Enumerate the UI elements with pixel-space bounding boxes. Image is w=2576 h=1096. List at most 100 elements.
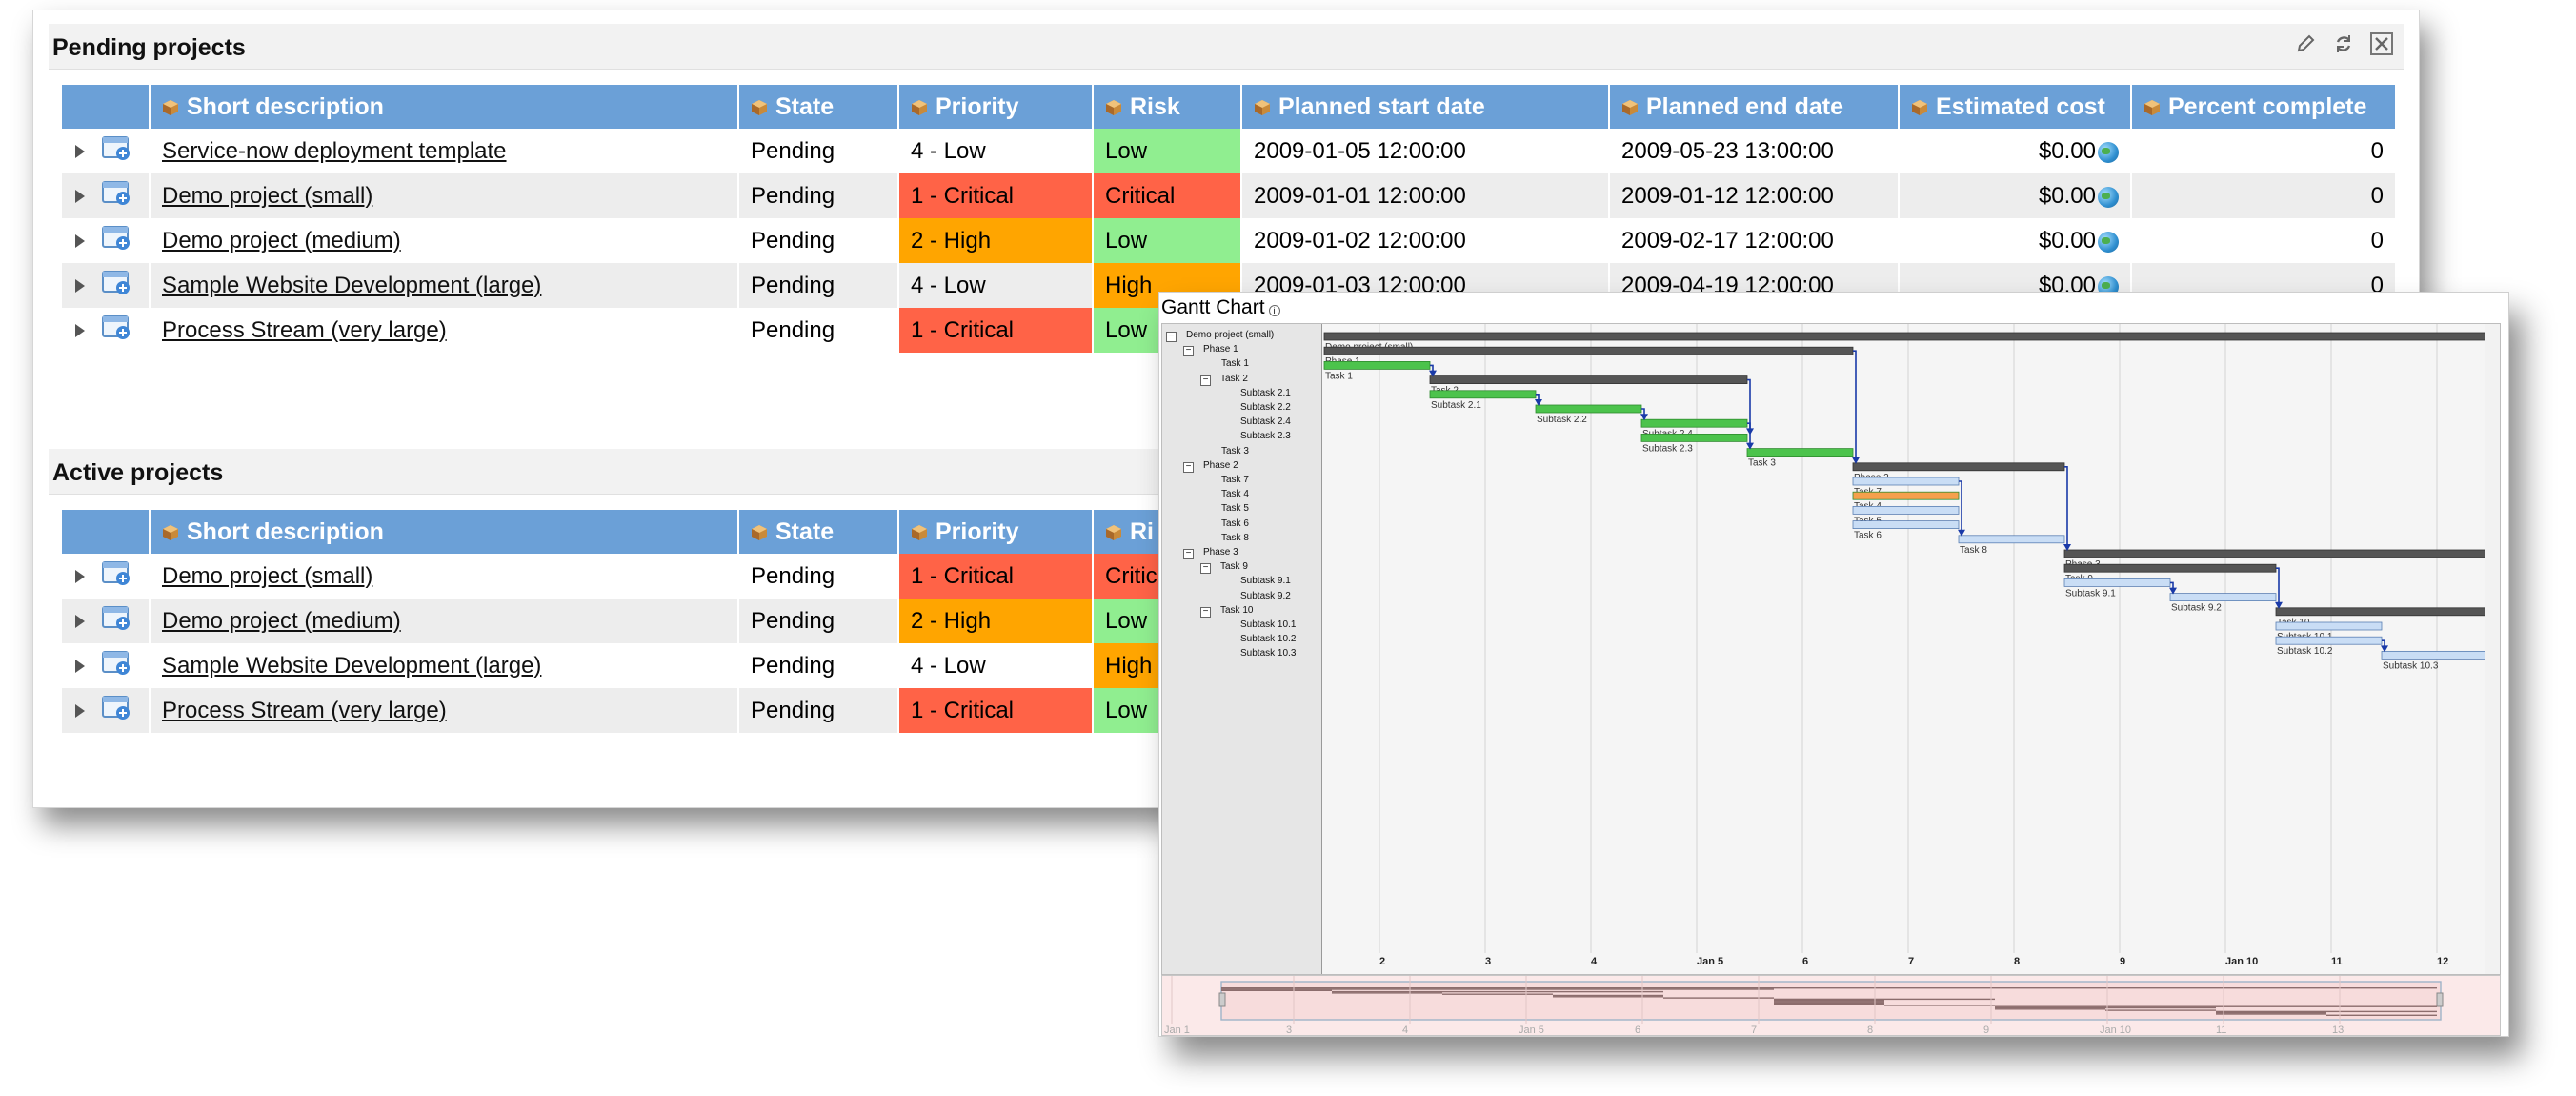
expand-arrow-icon[interactable] <box>75 278 85 293</box>
record-preview-icon[interactable] <box>102 224 132 257</box>
tree-row[interactable]: − Phase 2 <box>1162 458 1238 474</box>
expand-arrow-icon[interactable] <box>75 189 85 203</box>
gantt-bar-label: Subtask 2.3 <box>1642 443 1693 454</box>
tree-row[interactable]: − Phase 3 <box>1162 545 1238 560</box>
short-description-link[interactable]: Service-now deployment template <box>150 129 739 173</box>
record-preview-icon[interactable] <box>102 559 132 593</box>
tree-row[interactable]: − Task 10 <box>1162 603 1253 619</box>
tree-row[interactable]: Subtask 2.4 <box>1162 415 1291 430</box>
globe-icon[interactable] <box>2098 231 2119 253</box>
tree-row[interactable]: Subtask 10.1 <box>1162 618 1296 633</box>
column-header-short-description[interactable]: Short description <box>150 85 739 129</box>
short-description-link-text[interactable]: Sample Website Development (large) <box>162 652 542 679</box>
table-row[interactable]: Demo project (small) Pending 1 - Critical C… <box>62 173 2397 218</box>
expand-arrow-icon[interactable] <box>75 614 85 628</box>
tree-row[interactable]: Task 7 <box>1162 473 1249 488</box>
tree-row[interactable]: − Task 9 <box>1162 559 1248 575</box>
record-preview-icon[interactable] <box>102 649 132 682</box>
tree-row[interactable]: Subtask 2.3 <box>1162 429 1291 444</box>
estimated-cost-cell-text: $0.00 <box>2038 137 2096 164</box>
short-description-link[interactable]: Demo project (medium) <box>150 599 739 643</box>
record-preview-icon[interactable] <box>102 604 132 638</box>
table-row[interactable]: Process Stream (very large) Pending 1 - Cr… <box>62 688 1242 733</box>
planned-end-cell: 2009-02-17 12:00:00 <box>1609 218 1900 263</box>
collapse-toggle-icon[interactable]: − <box>1183 346 1194 357</box>
record-preview-icon[interactable] <box>102 269 132 302</box>
column-header-estimated-cost[interactable]: Estimated cost <box>1899 85 2132 129</box>
tree-row[interactable]: Task 1 <box>1162 356 1249 372</box>
column-header-risk[interactable]: Risk <box>1093 85 1242 129</box>
short-description-link-text[interactable]: Demo project (medium) <box>162 227 401 254</box>
column-header-percent-complete[interactable]: Percent complete <box>2131 85 2397 129</box>
expand-arrow-icon[interactable] <box>75 659 85 673</box>
short-description-link-text[interactable]: Process Stream (very large) <box>162 316 447 343</box>
tree-row[interactable]: − Task 2 <box>1162 372 1248 387</box>
expand-arrow-icon[interactable] <box>75 233 85 248</box>
table-row[interactable]: Demo project (medium) Pending 2 - High Low 2… <box>62 218 2397 263</box>
tree-row[interactable]: Subtask 10.3 <box>1162 646 1296 661</box>
column-header-short-description[interactable]: Short description <box>150 510 739 554</box>
tree-row[interactable]: Task 3 <box>1162 444 1249 459</box>
collapse-toggle-icon[interactable]: − <box>1183 549 1194 559</box>
tree-row[interactable]: Task 8 <box>1162 531 1249 546</box>
vertical-scrollbar[interactable] <box>2485 324 2500 974</box>
overview-svg: Jan 1 3 4 Jan 5 6 7 8 9 Jan 10 11 13 <box>1164 976 2444 1036</box>
expand-arrow-icon[interactable] <box>75 323 85 337</box>
expand-arrow-icon[interactable] <box>75 569 85 583</box>
table-row[interactable]: Demo project (medium) Pending 2 - High Low <box>62 599 1242 643</box>
short-description-link[interactable]: Process Stream (very large) <box>150 308 739 353</box>
expand-arrow-icon[interactable] <box>75 703 85 718</box>
short-description-link[interactable]: Sample Website Development (large) <box>150 643 739 688</box>
table-row[interactable]: Service-now deployment template Pending 4 … <box>62 129 2397 173</box>
axis-tick-label: 12 <box>2437 956 2448 967</box>
tree-row[interactable]: − Phase 1 <box>1162 342 1238 357</box>
collapse-toggle-icon[interactable]: − <box>1166 332 1177 342</box>
collapse-toggle-icon[interactable]: − <box>1200 375 1211 386</box>
table-row[interactable]: Sample Website Development (large) Pendin… <box>62 643 1242 688</box>
short-description-link[interactable]: Process Stream (very large) <box>150 688 739 733</box>
column-header-planned-start-date[interactable]: Planned start date <box>1241 85 1610 129</box>
short-description-link-text[interactable]: Demo project (medium) <box>162 607 401 634</box>
record-preview-icon[interactable] <box>102 179 132 213</box>
tree-row[interactable]: Task 5 <box>1162 501 1249 517</box>
column-header-state[interactable]: State <box>738 510 899 554</box>
short-description-link-text[interactable]: Process Stream (very large) <box>162 697 447 723</box>
gantt-bar <box>2381 650 2486 660</box>
tree-row[interactable]: Subtask 2.2 <box>1162 400 1291 416</box>
short-description-link[interactable]: Demo project (small) <box>150 173 739 218</box>
short-description-link-text[interactable]: Service-now deployment template <box>162 137 507 164</box>
short-description-link-text[interactable]: Sample Website Development (large) <box>162 272 542 298</box>
close-icon[interactable] <box>2369 31 2394 56</box>
info-icon[interactable]: i <box>1268 305 1280 316</box>
refresh-icon[interactable] <box>2331 31 2356 56</box>
record-preview-icon[interactable] <box>102 134 132 168</box>
short-description-link-text[interactable]: Demo project (small) <box>162 182 373 209</box>
tree-row[interactable]: Task 6 <box>1162 517 1249 532</box>
pencil-icon[interactable] <box>2293 31 2318 56</box>
tree-row[interactable]: Task 4 <box>1162 487 1249 502</box>
tree-row[interactable]: Subtask 10.2 <box>1162 632 1296 647</box>
globe-icon[interactable] <box>2098 141 2119 163</box>
tree-row[interactable]: Subtask 9.1 <box>1162 574 1291 589</box>
collapse-toggle-icon[interactable]: − <box>1183 461 1194 473</box>
tree-row[interactable]: − Demo project (small) <box>1162 328 1274 343</box>
column-header-priority[interactable]: Priority <box>898 85 1094 129</box>
globe-icon[interactable] <box>2098 186 2119 208</box>
record-preview-icon[interactable] <box>102 694 132 727</box>
short-description-link-text[interactable]: Demo project (small) <box>162 562 373 589</box>
collapse-toggle-icon[interactable]: − <box>1200 606 1211 618</box>
expand-arrow-icon[interactable] <box>75 144 85 158</box>
tree-row[interactable]: Subtask 9.2 <box>1162 589 1291 604</box>
table-row[interactable]: Demo project (small) Pending 1 - Critical C… <box>62 554 1242 599</box>
short-description-link[interactable]: Demo project (medium) <box>150 218 739 263</box>
short-description-link[interactable]: Sample Website Development (large) <box>150 263 739 308</box>
tree-row[interactable]: Subtask 2.1 <box>1162 386 1291 401</box>
record-preview-icon[interactable] <box>102 314 132 347</box>
short-description-link[interactable]: Demo project (small) <box>150 554 739 599</box>
timeline-overview[interactable]: Jan 1 3 4 Jan 5 6 7 8 9 Jan 10 11 13 <box>1161 975 2501 1036</box>
column-header-state[interactable]: State <box>738 85 899 129</box>
column-header-priority[interactable]: Priority <box>898 510 1094 554</box>
column-header-planned-end-date[interactable]: Planned end date <box>1609 85 1900 129</box>
collapse-toggle-icon[interactable]: − <box>1200 563 1211 575</box>
